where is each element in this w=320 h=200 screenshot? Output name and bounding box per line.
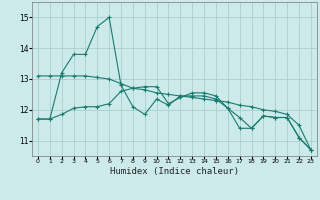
X-axis label: Humidex (Indice chaleur): Humidex (Indice chaleur) [110,167,239,176]
